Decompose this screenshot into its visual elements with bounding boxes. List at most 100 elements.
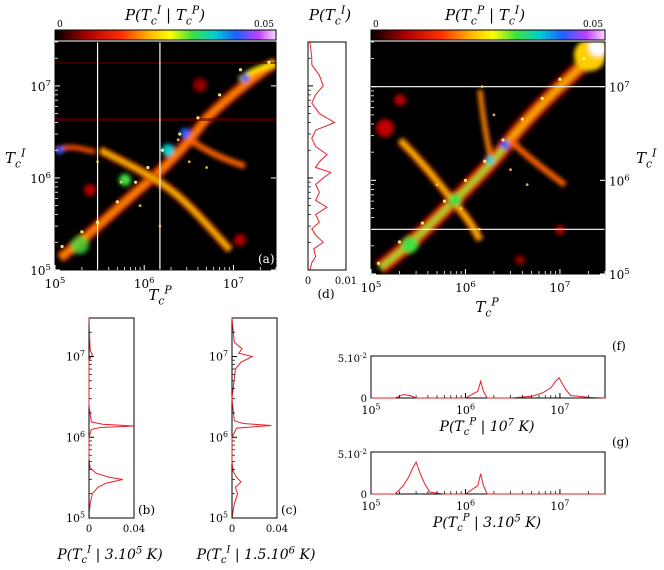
heatmap-e-density <box>375 42 605 274</box>
heatmap-e-frame <box>370 41 606 275</box>
series-c <box>231 317 272 519</box>
heatmap-a-guides <box>96 42 161 270</box>
axes-f: 105 106 107 0 5.10-2 <box>338 351 606 417</box>
ridge-point <box>146 165 150 170</box>
ridge-point <box>160 148 165 152</box>
x-tick-label: 0.01 <box>335 276 357 287</box>
ridge-point <box>397 240 402 244</box>
axes-d: 0 0.01 <box>305 41 357 287</box>
panel-d-frame <box>307 41 347 271</box>
ridge-point <box>483 159 487 163</box>
heatmap-a-density <box>55 57 276 263</box>
x-tick-label: 107 <box>550 403 569 417</box>
x-tick-label: 105 <box>361 280 382 295</box>
ridge-point <box>115 200 119 204</box>
colorbar-e-bar <box>370 29 606 41</box>
branch-point <box>492 113 496 117</box>
axes-g: 105 106 107 0 5.10-2 <box>338 447 606 513</box>
title-c: P(TcI | 1.5.106 K) <box>196 545 316 567</box>
y-tick-label: 105 <box>66 511 85 525</box>
x-tick-label: 106 <box>134 276 155 291</box>
panel-c-frame <box>231 317 278 519</box>
title-e: P(TcP | TcI) <box>444 3 525 27</box>
branch-point <box>176 138 180 142</box>
ridge-point <box>463 178 468 182</box>
title-a: P(TcI | TcP) <box>124 3 205 27</box>
ridge-point <box>60 244 64 249</box>
branch-point <box>435 183 439 187</box>
panel-e-label: (e) <box>574 255 590 269</box>
ridge-point <box>501 138 505 142</box>
colorbar-e-max: 0.05 <box>583 20 603 30</box>
series-line <box>309 41 336 271</box>
x-tick-label: 105 <box>45 276 66 291</box>
panel-f-label: (f) <box>612 339 626 353</box>
ridge-point <box>218 93 222 97</box>
ridge-point <box>95 220 100 224</box>
y-tick-label: 106 <box>209 430 228 444</box>
heatmap-a-ridge <box>60 60 271 249</box>
y-tick-label: 107 <box>30 79 51 94</box>
panel-a-label: (a) <box>258 252 275 266</box>
branch-point <box>205 166 208 169</box>
series-line <box>88 317 135 519</box>
ridge-point <box>558 77 562 81</box>
title-d: P(TcI) <box>308 3 351 27</box>
branch-point <box>509 168 512 172</box>
series-line <box>231 317 272 519</box>
x-tick-label: 106 <box>455 280 476 295</box>
panel-b-label: (b) <box>138 503 155 517</box>
y-tick-label: 5.10-2 <box>338 351 367 365</box>
panel-d-label: (d) <box>317 287 334 301</box>
ridge-point <box>376 261 381 265</box>
ridge-point <box>540 96 544 100</box>
ridge-point <box>80 230 84 234</box>
panel-c-label: (c) <box>281 503 297 517</box>
x-tick-label: 0 <box>229 524 235 535</box>
heatmap-a-frame <box>54 41 277 271</box>
branch-point <box>119 180 123 184</box>
panel-g-frame <box>370 451 606 495</box>
x-tick-label: 106 <box>456 499 475 513</box>
y-tick-label: 106 <box>66 430 85 444</box>
y-tick-label: 105 <box>30 263 51 278</box>
x-tick-label: 107 <box>223 276 244 291</box>
colorbar-e: 0 0.05 <box>370 20 606 41</box>
branch-point <box>187 160 191 164</box>
branch-point <box>480 85 484 89</box>
x-tick-label: 105 <box>361 403 380 417</box>
heatmap-e-ridge <box>376 43 604 265</box>
heatmap-e-guides <box>371 86 605 230</box>
branch-point <box>459 207 463 210</box>
title-g: P(TcP | 3.105 K) <box>432 513 541 535</box>
ridge-point <box>600 43 604 47</box>
panel-g-label: (g) <box>612 435 629 449</box>
x-tick-label: 0.04 <box>123 524 145 535</box>
y-tick-label: 105 <box>209 511 228 525</box>
heatmap-a: (a) <box>54 41 277 271</box>
x-tick-label: 0 <box>86 524 92 535</box>
x-tick-label: 0.04 <box>266 524 288 535</box>
ridge-point <box>442 199 447 203</box>
y-tick-label: 105 <box>609 267 630 282</box>
x-tick-label: 107 <box>550 499 569 513</box>
x-tick-label: 107 <box>550 280 571 295</box>
y-tick-label: 107 <box>66 349 85 363</box>
branch-point <box>138 204 142 208</box>
ridge-point <box>420 221 424 225</box>
x-tick-label: 0 <box>305 276 311 287</box>
colorbar-e-min: 0 <box>373 20 379 30</box>
colorbar-a-max: 0.05 <box>254 20 274 30</box>
y-tick-label: 5.10-2 <box>338 447 367 461</box>
branch-point <box>96 160 99 164</box>
x-tick-label: 106 <box>456 403 475 417</box>
panel-f-frame <box>370 355 606 399</box>
series-f <box>371 376 606 399</box>
xlabel-e: TcP <box>475 295 499 319</box>
y-tick-label: 0 <box>361 490 367 501</box>
series-line <box>371 376 606 399</box>
title-f: P(TcP | 107 K) <box>439 417 535 439</box>
ridge-point <box>238 68 243 72</box>
